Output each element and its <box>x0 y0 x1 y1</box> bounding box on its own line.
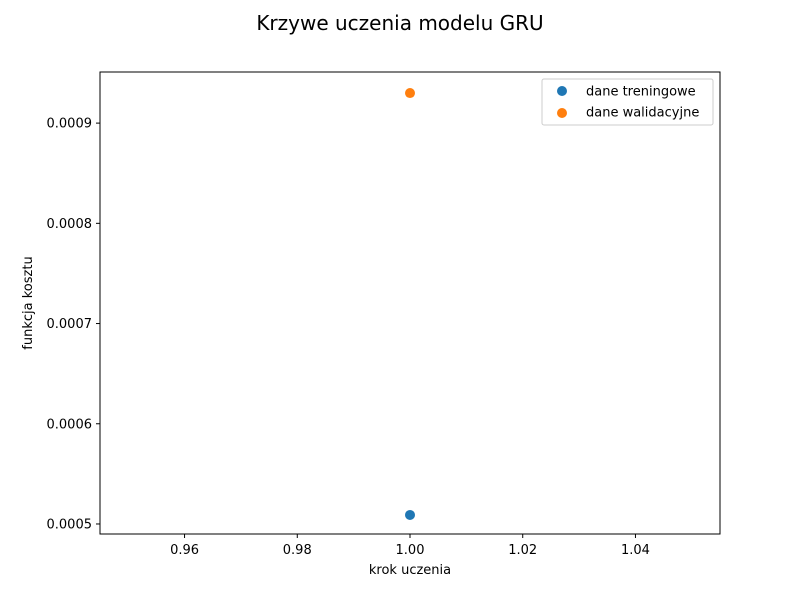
y-axis-ticks: 0.0005 0.0006 0.0007 0.0008 0.0009 <box>47 117 100 532</box>
legend-label-dane-walidacyjne: dane walidacyjne <box>586 106 699 121</box>
legend-marker-dane-treningowe <box>557 86 567 96</box>
y-tick-label: 0.0008 <box>47 217 93 232</box>
x-tick-label: 1.00 <box>396 543 425 558</box>
legend: dane treningowe dane walidacyjne <box>541 78 714 126</box>
x-tick-label: 0.98 <box>283 543 312 558</box>
data-point-dane-walidacyjne <box>405 88 415 99</box>
legend-label-dane-treningowe: dane treningowe <box>586 85 696 100</box>
legend-marker-dane-walidacyjne <box>557 108 567 118</box>
y-axis-label: funkcja kosztu <box>21 256 36 349</box>
x-tick-label: 1.04 <box>621 543 650 558</box>
plot-area <box>100 72 720 534</box>
legend-box <box>541 78 714 126</box>
y-tick-label: 0.0006 <box>47 417 93 432</box>
data-point-dane-treningowe <box>405 509 415 520</box>
y-tick-label: 0.0005 <box>47 517 93 532</box>
x-axis-label: krok uczenia <box>369 563 451 578</box>
x-tick-label: 0.96 <box>170 543 199 558</box>
plot-frame <box>99 71 721 535</box>
data-points <box>405 88 415 520</box>
y-tick-label: 0.0009 <box>47 117 93 132</box>
chart-title: Krzywe uczenia modelu GRU <box>256 11 543 35</box>
x-axis-ticks: 0.96 0.98 1.00 1.02 1.04 <box>170 534 650 558</box>
x-tick-label: 1.02 <box>508 543 537 558</box>
y-tick-label: 0.0007 <box>47 317 93 332</box>
